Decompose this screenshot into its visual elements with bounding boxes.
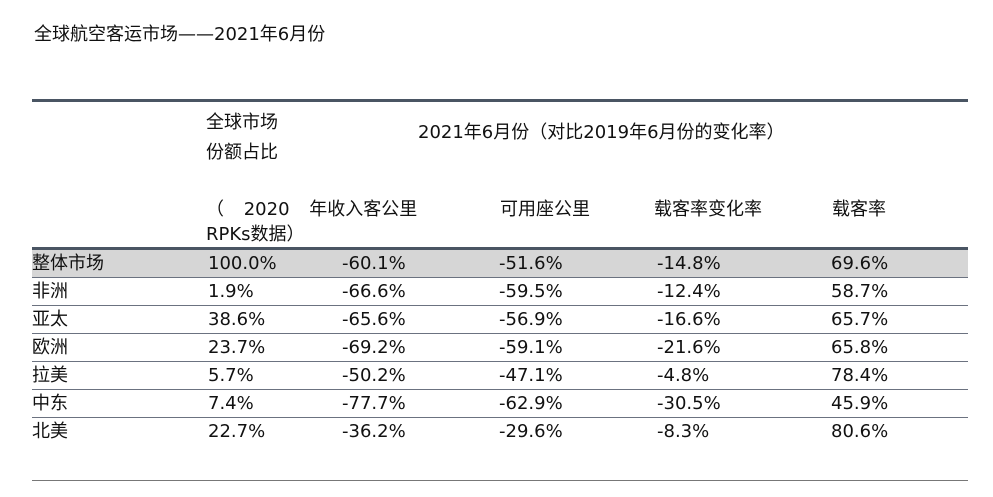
ask-cell: -29.6% — [499, 421, 563, 442]
plf-cell: 65.7% — [831, 309, 889, 330]
ask-cell: -47.1% — [499, 365, 563, 386]
share-cell: 5.7% — [208, 365, 254, 386]
plf-cell: 78.4% — [831, 365, 889, 386]
rpk-cell: -36.2% — [342, 421, 406, 442]
header-share-line1: 全球市场 — [206, 112, 278, 133]
share-cell: 38.6% — [208, 309, 266, 330]
rpk-cell: -60.1% — [342, 253, 406, 274]
plf-change-cell: -12.4% — [657, 281, 721, 302]
table-row: 北美 22.7% -36.2% -29.6% -8.3% 80.6% — [32, 418, 968, 446]
plf-cell: 65.8% — [831, 337, 889, 358]
ask-cell: -59.1% — [499, 337, 563, 358]
header-plf-change: 载客率变化率 — [654, 199, 762, 220]
plf-change-cell: -30.5% — [657, 393, 721, 414]
rpk-cell: -50.2% — [342, 365, 406, 386]
table-row: 非洲 1.9% -66.6% -59.5% -12.4% 58.7% — [32, 278, 968, 306]
region-cell: 拉美 — [32, 365, 68, 386]
table-row: 整体市场 100.0% -60.1% -51.6% -14.8% 69.6% — [32, 250, 968, 278]
ask-cell: -51.6% — [499, 253, 563, 274]
ask-cell: -62.9% — [499, 393, 563, 414]
region-cell: 整体市场 — [32, 253, 104, 274]
table-row: 中东 7.4% -77.7% -62.9% -30.5% 45.9% — [32, 390, 968, 418]
plf-change-cell: -14.8% — [657, 253, 721, 274]
plf-change-cell: -16.6% — [657, 309, 721, 330]
share-cell: 1.9% — [208, 281, 254, 302]
plf-cell: 58.7% — [831, 281, 889, 302]
table-top-rule — [32, 99, 968, 102]
table-row: 亚太 38.6% -65.6% -56.9% -16.6% 65.7% — [32, 306, 968, 334]
plf-cell: 80.6% — [831, 421, 889, 442]
header-plf: 载客率 — [832, 199, 886, 220]
plf-change-cell: -8.3% — [657, 421, 710, 442]
plf-change-cell: -21.6% — [657, 337, 721, 358]
share-cell: 22.7% — [208, 421, 266, 442]
header-share-line3: （ 2020 年收入客公里 — [206, 199, 418, 220]
rpk-cell: -77.7% — [342, 393, 406, 414]
share-cell: 23.7% — [208, 337, 266, 358]
rpk-cell: -69.2% — [342, 337, 406, 358]
header-ask: 可用座公里 — [500, 199, 590, 220]
market-table: 整体市场 100.0% -60.1% -51.6% -14.8% 69.6% 非洲 1.9% -… — [32, 250, 968, 446]
header-share-line4: RPKs数据） — [206, 224, 305, 245]
ask-cell: -56.9% — [499, 309, 563, 330]
plf-cell: 69.6% — [831, 253, 889, 274]
plf-change-cell: -4.8% — [657, 365, 710, 386]
region-cell: 非洲 — [32, 281, 68, 302]
table-bottom-rule — [32, 480, 968, 481]
share-cell: 7.4% — [208, 393, 254, 414]
region-cell: 中东 — [32, 393, 68, 414]
share-cell: 100.0% — [208, 253, 277, 274]
table-row: 欧洲 23.7% -69.2% -59.1% -21.6% 65.8% — [32, 334, 968, 362]
rpk-cell: -65.6% — [342, 309, 406, 330]
header-share-line2: 份额占比 — [206, 142, 278, 163]
region-cell: 亚太 — [32, 309, 68, 330]
header-period: 2021年6月份（对比2019年6月份的变化率） — [418, 122, 785, 143]
ask-cell: -59.5% — [499, 281, 563, 302]
table-header-rule — [32, 247, 968, 250]
table-row: 拉美 5.7% -50.2% -47.1% -4.8% 78.4% — [32, 362, 968, 390]
plf-cell: 45.9% — [831, 393, 889, 414]
rpk-cell: -66.6% — [342, 281, 406, 302]
region-cell: 北美 — [32, 421, 68, 442]
document-title: 全球航空客运市场——2021年6月份 — [34, 24, 326, 45]
region-cell: 欧洲 — [32, 337, 68, 358]
